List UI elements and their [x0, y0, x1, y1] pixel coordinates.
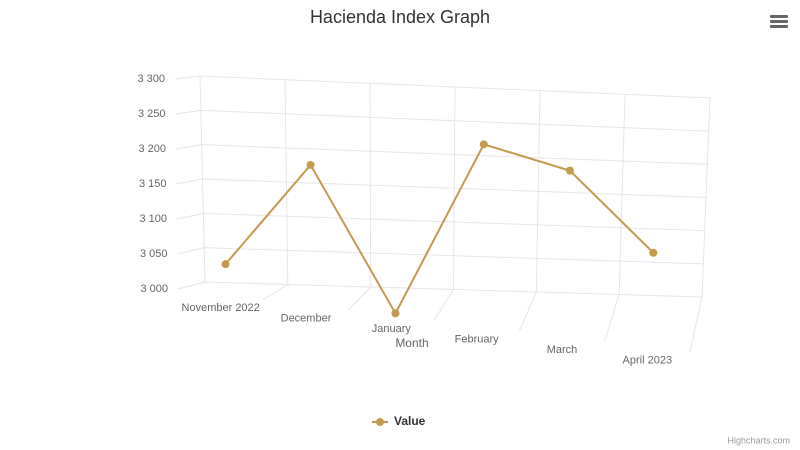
y-tick-label: 3 150 [139, 178, 167, 190]
grid-line [175, 144, 708, 165]
frame-line [518, 90, 541, 332]
grid-line [175, 109, 709, 132]
y-tick-label: 3 000 [140, 283, 168, 295]
point [565, 166, 574, 175]
legend-symbol [376, 418, 384, 426]
y-tick-label: 3 250 [138, 108, 166, 120]
x-tick-label: March [547, 344, 578, 356]
y-tick-label: 3 300 [137, 73, 165, 85]
line [224, 143, 655, 316]
y-tick-label: 3 100 [139, 213, 167, 225]
frame-line [604, 94, 626, 342]
point [649, 248, 658, 257]
menu-bar [770, 15, 788, 18]
credits[interactable]: Highcharts.com [727, 435, 790, 445]
x-tick-label: April 2023 [623, 355, 673, 367]
frame-line [348, 83, 372, 311]
x-tick-label: January [372, 323, 412, 335]
menu-bar [770, 25, 788, 28]
y-tick-label: 3 200 [138, 143, 166, 155]
x-axis-title: Month [395, 336, 428, 350]
menu-bar [770, 20, 788, 23]
menu-button[interactable] [770, 15, 788, 28]
point [306, 160, 315, 169]
chart-title: Hacienda Index Graph [310, 7, 490, 27]
x-tick-label: February [455, 334, 500, 346]
frame-line [433, 86, 456, 321]
frame-line [263, 79, 289, 300]
point [479, 140, 488, 149]
legend-label[interactable]: Value [394, 414, 426, 428]
point [391, 309, 400, 318]
x-tick-label: December [281, 313, 332, 325]
grid-line [176, 178, 707, 198]
x-tick-label: November 2022 [182, 302, 260, 314]
frame-line [689, 97, 711, 353]
grid-line [174, 75, 711, 99]
frame-line [177, 75, 206, 290]
grid-line [177, 247, 704, 265]
point [221, 260, 230, 269]
grid-line [177, 281, 703, 298]
y-tick-label: 3 050 [140, 248, 168, 260]
